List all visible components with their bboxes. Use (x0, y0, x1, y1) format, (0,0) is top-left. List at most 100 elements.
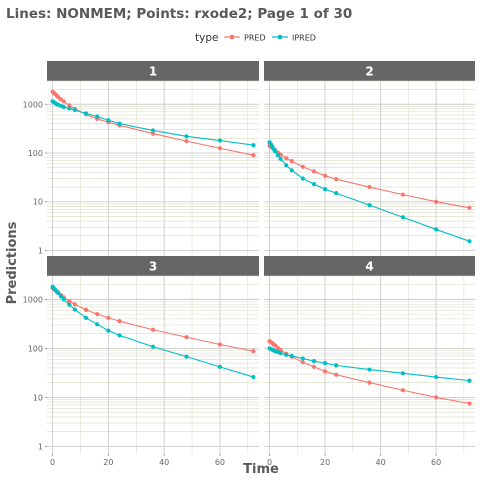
data-point-pred (251, 153, 256, 158)
series-ipred (50, 284, 256, 380)
data-point-ipred (284, 163, 289, 168)
panel-background (264, 276, 475, 454)
y-tick-label: 10 (33, 198, 43, 207)
data-point-ipred (150, 344, 156, 349)
data-point-ipred (300, 356, 305, 361)
data-point-pred (83, 307, 89, 312)
data-point-ipred (334, 191, 339, 196)
series-pred (267, 339, 472, 406)
x-tick-label: 20 (320, 458, 330, 467)
data-point-ipred (400, 215, 405, 220)
data-point-ipred (83, 315, 89, 320)
panel-strip (47, 61, 259, 81)
panel-grid (264, 80, 475, 258)
x-tick-label: 60 (431, 458, 441, 467)
data-point-pred (400, 192, 405, 197)
legend: type PRED IPRED (195, 32, 316, 44)
x-tick-label: 0 (267, 458, 272, 467)
data-point-pred (311, 169, 317, 174)
data-point-ipred (184, 134, 189, 139)
data-point-pred (467, 205, 472, 210)
data-point-pred (367, 380, 372, 385)
data-point-ipred (289, 353, 294, 359)
chart-title: Lines: NONMEM; Points: rxode2; Page 1 of… (6, 6, 352, 22)
data-point-ipred (251, 143, 256, 148)
data-point-ipred (61, 297, 66, 302)
data-point-ipred (106, 328, 111, 333)
panel-strip-label: 3 (149, 260, 157, 274)
legend-key-point (229, 34, 235, 40)
y-tick-label: 1000 (23, 295, 43, 304)
data-point-ipred (322, 187, 328, 192)
panel-grid (47, 80, 259, 258)
data-point-pred (273, 343, 278, 348)
y-axis-title: Predictions (5, 221, 20, 304)
data-point-ipred (95, 114, 100, 119)
data-point-pred (106, 315, 111, 320)
y-tick-label: 10 (33, 393, 43, 402)
panel-background (47, 276, 259, 454)
data-point-ipred (278, 156, 283, 161)
data-point-ipred (334, 363, 339, 368)
y-tick-label: 100 (28, 344, 43, 353)
data-point-pred (251, 349, 256, 354)
data-point-ipred (106, 118, 111, 123)
data-point-pred (300, 360, 305, 365)
legend-label-ipred: IPRED (292, 34, 316, 43)
data-point-pred (322, 173, 328, 178)
data-point-ipred (217, 364, 223, 369)
data-point-pred (95, 312, 100, 317)
legend-entry-pred: PRED (224, 34, 266, 43)
panel-4: 40 20 40 60 (264, 256, 475, 467)
data-point-ipred (61, 104, 66, 110)
data-point-pred (334, 177, 339, 182)
data-point-pred (217, 342, 223, 347)
data-point-pred (284, 156, 289, 161)
data-point-ipred (400, 371, 405, 376)
data-point-ipred (217, 138, 223, 143)
data-point-ipred (150, 128, 156, 133)
data-point-ipred (273, 149, 278, 154)
x-tick-label: 40 (376, 458, 386, 467)
data-point-ipred (67, 106, 72, 111)
panel-strip (47, 256, 259, 276)
series-ipred (267, 140, 472, 244)
data-point-ipred (311, 359, 317, 364)
data-point-ipred (117, 121, 122, 126)
data-point-pred (72, 302, 77, 307)
data-point-ipred (284, 352, 289, 357)
panel-1: 1 1 10 100 1000 (23, 61, 259, 258)
data-point-ipred (289, 168, 294, 173)
y-tick-label: 1 (38, 442, 43, 451)
data-point-pred (117, 319, 122, 324)
data-point-ipred (467, 378, 472, 383)
data-point-ipred (72, 307, 77, 312)
x-axis-title: Time (243, 462, 279, 477)
legend-label-pred: PRED (244, 34, 266, 43)
data-point-pred (184, 335, 189, 340)
data-point-pred (434, 199, 439, 204)
panel-3: 3 1 10 100 1000 0 20 40 60 (23, 256, 259, 467)
legend-entry-ipred: IPRED (272, 34, 316, 43)
data-point-pred (434, 395, 439, 400)
data-point-pred (67, 103, 72, 108)
x-tick-label: 40 (159, 458, 169, 467)
data-point-ipred (434, 227, 439, 232)
data-point-pred (150, 131, 156, 136)
data-point-ipred (67, 302, 72, 307)
x-tick-label: 0 (50, 458, 55, 467)
data-point-ipred (434, 374, 439, 380)
data-point-pred (67, 299, 72, 304)
panel-strip (264, 61, 475, 81)
panel-background (264, 81, 475, 258)
data-point-ipred (251, 374, 256, 380)
panel-strip-label: 1 (149, 65, 157, 79)
series-ipred (267, 346, 472, 383)
data-point-pred (61, 99, 66, 104)
series-ipred (50, 99, 256, 148)
panel-strip (264, 256, 475, 276)
y-tick-label: 1000 (23, 100, 43, 109)
data-point-ipred (72, 107, 77, 113)
